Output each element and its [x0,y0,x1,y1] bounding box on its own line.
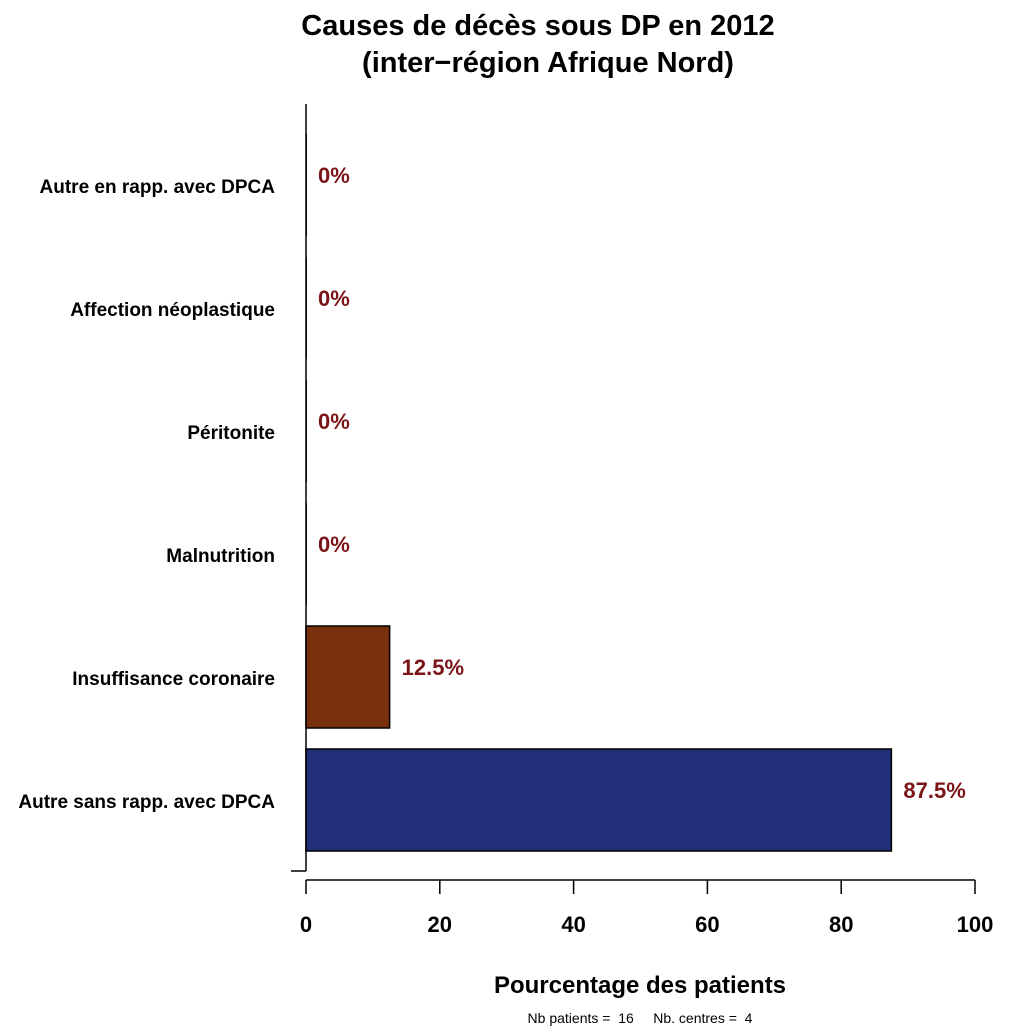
category-label: Autre sans rapp. avec DPCA [18,792,275,813]
data-label: 0% [318,286,350,311]
data-labels-group: 0% 0% 0% 0% 12.5% 87.5% [318,163,966,803]
chart-title: Causes de décès sous DP en 2012 [301,10,774,42]
category-label: Insuffisance coronaire [72,669,275,690]
x-tick-label: 40 [561,912,585,937]
data-label: 87.5% [903,778,965,803]
x-tick-label: 100 [957,912,994,937]
x-axis: 0 20 40 60 80 100 [300,879,994,937]
bar [305,625,391,729]
x-tick-label: 80 [829,912,853,937]
category-label: Autre en rapp. avec DPCA [40,177,276,198]
x-axis-label: Pourcentage des patients [494,972,786,999]
data-label: 0% [318,532,350,557]
x-tick-label: 60 [695,912,719,937]
x-tick-label: 0 [300,912,312,937]
category-label: Péritonite [187,423,275,444]
data-label: 12.5% [402,655,464,680]
data-label: 0% [318,409,350,434]
category-labels-group: Autre en rapp. avec DPCA Affection néopla… [18,177,275,813]
data-label: 0% [318,163,350,188]
bars-group [305,134,893,852]
x-tick-label: 20 [428,912,452,937]
chart-subtitle: (inter−région Afrique Nord) [362,47,734,79]
category-label: Affection néoplastique [70,300,275,321]
category-label: Malnutrition [166,546,275,567]
footer-note: Nb patients = 16 Nb. centres = 4 [528,1010,753,1026]
bar [305,748,893,852]
